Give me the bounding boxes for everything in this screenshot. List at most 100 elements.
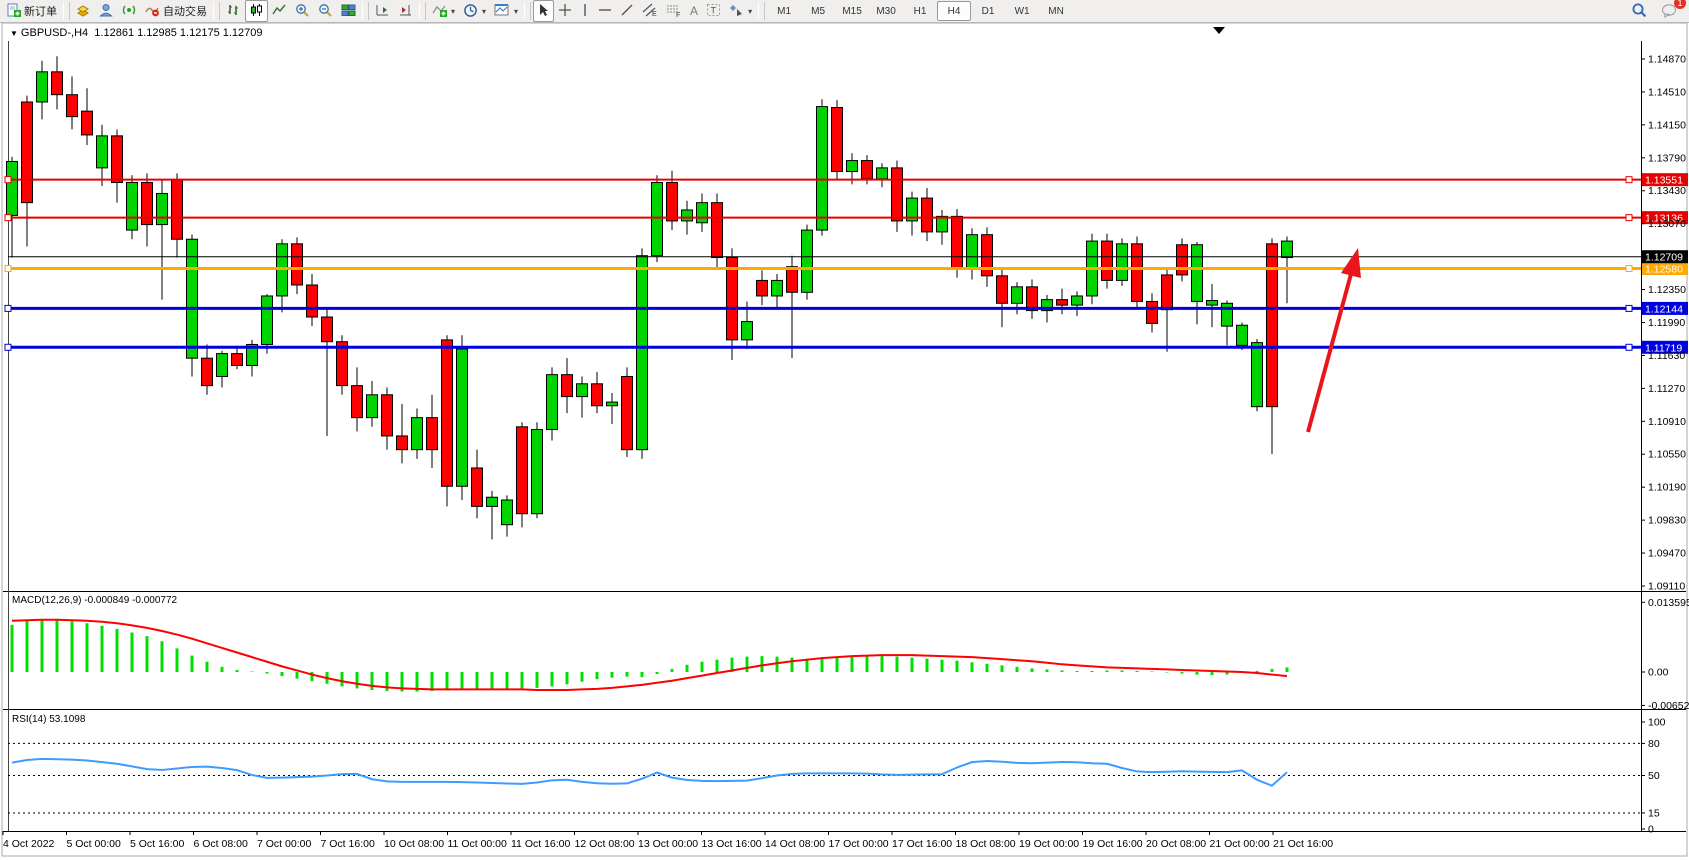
- indicators-button[interactable]: ▾: [428, 0, 459, 22]
- price-badge-label: 1.11719: [1645, 342, 1682, 354]
- candle: [1251, 342, 1263, 408]
- candle: [666, 182, 678, 222]
- crosshair-icon: [558, 3, 572, 19]
- time-axis-label: 11 Oct 16:00: [511, 838, 571, 850]
- zoom-in-button[interactable]: [291, 0, 314, 22]
- macd-signal-line: [11, 618, 1288, 691]
- line-anchor-right[interactable]: [1625, 265, 1633, 273]
- trendline-tool-button[interactable]: [616, 0, 638, 22]
- arrows-tool-button[interactable]: ▾: [725, 0, 756, 22]
- candle: [246, 343, 258, 366]
- quotes-button[interactable]: [72, 0, 95, 22]
- current-price-badge: [1642, 250, 1688, 264]
- candle: [396, 435, 408, 451]
- timeframe-mn-button[interactable]: MN: [1048, 5, 1064, 17]
- zoom-out-button[interactable]: [314, 0, 337, 22]
- autotrading-button[interactable]: 自动交易: [141, 0, 211, 22]
- candle: [456, 348, 468, 487]
- text-tool-button[interactable]: A: [686, 0, 702, 22]
- trendline-icon: [620, 3, 634, 19]
- timeframe-m15-button[interactable]: M15: [842, 5, 862, 17]
- rsi-axis-label: 0: [1648, 824, 1654, 836]
- line-anchor-left[interactable]: [4, 343, 12, 351]
- price-badge: [1642, 173, 1688, 187]
- price-badge-label: 1.12144: [1645, 303, 1683, 315]
- toolbar-separator: [213, 2, 220, 20]
- line-anchor-right[interactable]: [1625, 176, 1633, 184]
- candlestick-chart-button[interactable]: [245, 0, 268, 22]
- auto-scroll-button[interactable]: [371, 0, 394, 22]
- macd-axis-label: 0.013595: [1648, 597, 1689, 609]
- crosshair-tool-button[interactable]: [554, 0, 576, 22]
- price-axis-label: 1.13070: [1648, 218, 1686, 230]
- search-button[interactable]: [1627, 0, 1651, 22]
- cursor-tool-button[interactable]: [533, 0, 555, 22]
- macd-indicator-label: MACD(12,26,9) -0.000849 -0.000772: [12, 595, 178, 606]
- candle: [771, 279, 783, 297]
- time-axis-label: 5 Oct 00:00: [67, 838, 121, 850]
- chart-shift-marker[interactable]: [1213, 27, 1225, 34]
- vertical-line-tool-button[interactable]: [576, 0, 594, 22]
- time-axis-label: 14 Oct 08:00: [765, 838, 825, 850]
- periods-button[interactable]: ▾: [459, 0, 490, 22]
- candle: [1176, 244, 1188, 276]
- trend-arrow-head[interactable]: [1341, 248, 1361, 278]
- text-label-tool-button[interactable]: T: [702, 0, 725, 22]
- line-anchor-left[interactable]: [4, 265, 12, 273]
- price-axis-label: 1.09110: [1648, 580, 1685, 592]
- timeframe-h4-button[interactable]: H4: [937, 1, 972, 21]
- trend-arrow-shaft[interactable]: [1306, 273, 1353, 433]
- notifications-button[interactable]: 1: [1657, 0, 1686, 22]
- zoom-in-icon: [295, 3, 310, 20]
- line-anchor-right[interactable]: [1625, 343, 1633, 351]
- chevron-down-icon: ▾: [514, 6, 519, 16]
- toolbar-separator: [63, 2, 70, 20]
- timeframe-w1-button[interactable]: W1: [1014, 5, 1030, 17]
- line-chart-button[interactable]: [268, 0, 291, 22]
- quotes-icon: [76, 3, 91, 19]
- chart-canvas[interactable]: 1.13551 1.13136 1.12580 1.12144 1.11719 1.127…: [0, 22, 1689, 860]
- candle: [1116, 243, 1128, 281]
- line-anchor-left[interactable]: [4, 304, 12, 312]
- time-axis-label: 7 Oct 00:00: [257, 838, 311, 850]
- equidistant-channel-tool-button[interactable]: E: [638, 0, 662, 22]
- chart-shift-button[interactable]: [394, 0, 417, 22]
- horizontal-line-tool-button[interactable]: [594, 0, 616, 22]
- candle: [381, 394, 393, 437]
- candle: [801, 229, 813, 293]
- candle: [411, 417, 423, 451]
- new-order-icon: [6, 3, 21, 20]
- signal-button[interactable]: [118, 0, 141, 22]
- price-axis-label: 1.10190: [1648, 482, 1686, 494]
- fibonacci-icon: F: [666, 3, 682, 19]
- tile-windows-button[interactable]: [337, 0, 360, 22]
- line-anchor-left[interactable]: [4, 214, 12, 222]
- new-order-label: 新订单: [24, 6, 57, 18]
- line-anchor-right[interactable]: [1625, 304, 1633, 312]
- timeframe-h1-button[interactable]: H1: [913, 5, 927, 17]
- candle: [516, 426, 528, 515]
- macd-axis-label: -0.00652: [1648, 700, 1689, 712]
- bar-chart-button[interactable]: [222, 0, 245, 22]
- time-axis-label: 13 Oct 00:00: [638, 838, 698, 850]
- profile-button[interactable]: [95, 0, 118, 22]
- candle: [291, 243, 303, 286]
- new-order-button[interactable]: 新订单: [2, 0, 61, 22]
- horizontal-line-icon: [598, 3, 612, 19]
- timeframe-m1-button[interactable]: M1: [777, 5, 792, 17]
- svg-text:F: F: [676, 12, 680, 17]
- timeframe-m5-button[interactable]: M5: [811, 5, 826, 17]
- templates-button[interactable]: ▾: [490, 0, 522, 22]
- timeframe-d1-button[interactable]: D1: [981, 5, 995, 17]
- tile-windows-icon: [341, 3, 356, 19]
- timeframe-m30-button[interactable]: M30: [876, 5, 896, 17]
- line-anchor-right[interactable]: [1625, 214, 1633, 222]
- candle: [741, 321, 753, 341]
- candle: [6, 160, 18, 216]
- notification-badge: 1: [1674, 0, 1686, 9]
- candle: [606, 401, 618, 407]
- price-axis-label: 1.10550: [1648, 449, 1686, 461]
- fibonacci-tool-button[interactable]: F: [662, 0, 686, 22]
- line-anchor-left[interactable]: [4, 176, 12, 184]
- candle: [201, 357, 213, 387]
